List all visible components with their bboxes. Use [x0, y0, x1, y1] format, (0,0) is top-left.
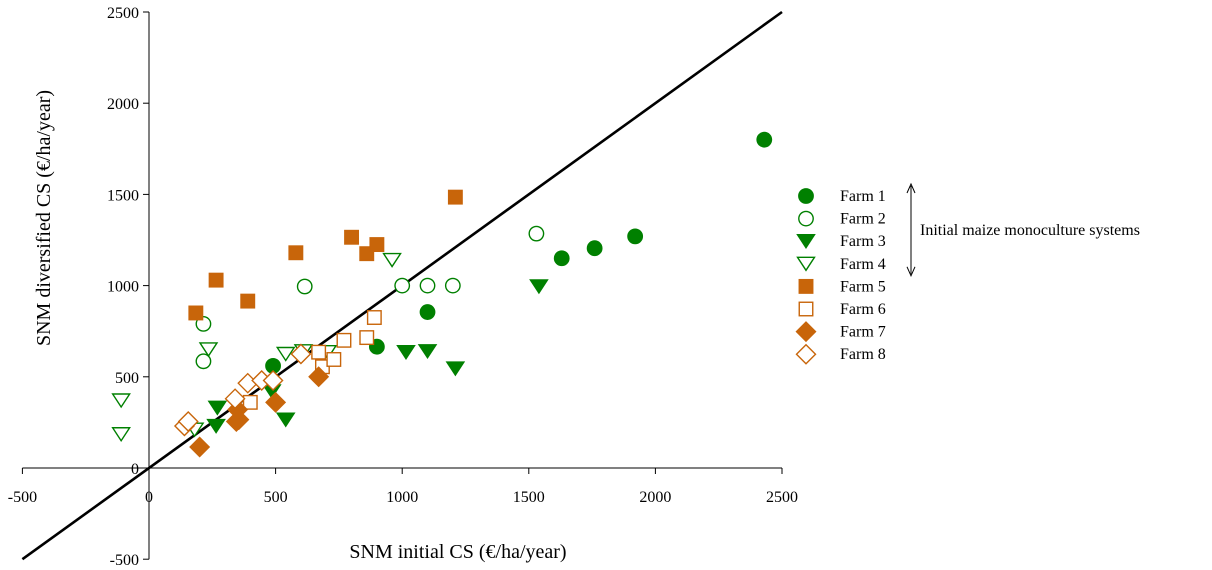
data-point — [529, 279, 549, 295]
legend-label: Farm 8 — [840, 346, 886, 363]
data-point — [224, 388, 246, 410]
annotation-label: Initial maize monoculture systems — [920, 222, 1140, 239]
x-tick-label: 1500 — [513, 489, 545, 506]
y-tick-label: 2500 — [107, 5, 139, 22]
data-point — [206, 418, 226, 434]
legend-label: Farm 7 — [840, 324, 886, 341]
data-point — [369, 237, 385, 253]
data-point — [528, 225, 545, 242]
y-tick-label: 1500 — [107, 187, 139, 204]
legend-marker — [795, 343, 817, 365]
data-point — [198, 342, 219, 358]
data-point — [111, 427, 131, 443]
data-point — [111, 393, 131, 409]
data-point — [553, 250, 570, 267]
legend-label: Farm 4 — [840, 256, 886, 273]
x-tick-label: 1000 — [386, 489, 418, 506]
data-point — [195, 353, 212, 370]
data-point — [275, 412, 296, 428]
y-tick-label: 0 — [131, 461, 139, 478]
x-tick-label: -500 — [8, 489, 37, 506]
data-point — [240, 293, 256, 309]
data-point — [417, 344, 438, 360]
data-point — [444, 277, 461, 294]
legend-marker — [795, 321, 817, 343]
x-tick-label: 500 — [264, 489, 288, 506]
legend-marker — [798, 301, 814, 317]
data-point — [359, 330, 375, 346]
axes: -500 0 500 1000 1500 2000 2500 -500 0 500 1000 1500… — [8, 5, 798, 569]
data-point — [275, 346, 296, 362]
data-point — [326, 352, 342, 367]
data-point — [366, 310, 382, 325]
data-point — [296, 278, 313, 295]
data-point — [445, 361, 466, 377]
y-tick-label: 2000 — [107, 96, 139, 113]
legend-marker — [798, 188, 814, 204]
annotation-arrow-head-up — [906, 182, 916, 194]
legend-marker — [796, 233, 816, 249]
data-point — [394, 277, 411, 294]
x-tick-label: 2500 — [766, 489, 798, 506]
data-point — [627, 228, 644, 245]
x-axis-label: SNM initial CS (€/ha/year) — [349, 541, 566, 563]
y-tick-label: 500 — [115, 370, 139, 387]
data-points — [111, 131, 773, 458]
y-axis-label: SNM diversified CS (€/ha/year) — [33, 90, 55, 346]
legend: Farm 1 Farm 2 Farm 3 Farm 4 Farm 5 Farm 6 Farm… — [795, 182, 1140, 365]
data-point — [586, 240, 603, 257]
data-point — [344, 229, 360, 245]
legend-marker — [798, 278, 814, 294]
legend-label: Farm 5 — [840, 278, 886, 295]
legend-label: Farm 2 — [840, 211, 886, 228]
data-point — [419, 277, 436, 294]
data-point — [208, 272, 224, 288]
data-point — [290, 343, 312, 365]
legend-label: Farm 3 — [840, 233, 886, 250]
x-tick-label: 2000 — [639, 489, 671, 506]
data-point — [396, 344, 416, 360]
legend-label: Farm 6 — [840, 301, 886, 318]
data-point — [382, 252, 402, 268]
data-point — [242, 394, 258, 410]
legend-label: Farm 1 — [840, 188, 886, 205]
data-point — [188, 305, 204, 321]
data-point — [265, 391, 287, 413]
data-point — [262, 369, 284, 391]
legend-marker — [796, 256, 816, 272]
y-tick-label: -500 — [110, 552, 139, 569]
data-point — [308, 366, 330, 388]
y-tick-label: 1000 — [107, 279, 139, 296]
data-point — [311, 344, 327, 360]
data-point — [336, 332, 352, 348]
annotation-arrow-head-down — [906, 266, 916, 278]
x-tick-label: 0 — [145, 489, 153, 506]
data-point — [288, 245, 304, 261]
data-point — [207, 400, 228, 416]
legend-marker — [798, 210, 814, 227]
data-point — [177, 410, 199, 432]
data-point — [447, 189, 463, 205]
data-point — [189, 436, 211, 458]
data-point — [419, 304, 436, 320]
data-point — [756, 131, 773, 148]
